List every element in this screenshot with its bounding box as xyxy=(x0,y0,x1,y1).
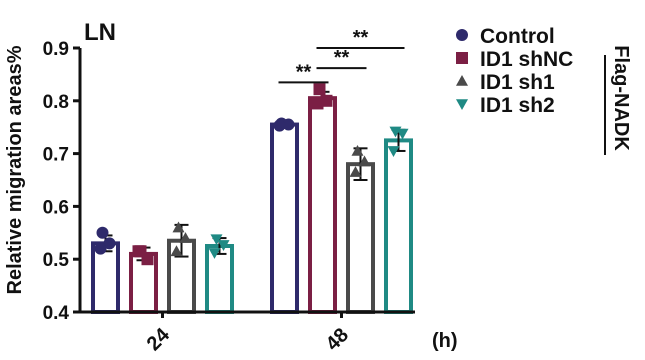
data-point xyxy=(217,240,230,251)
y-tick-label: 0.6 xyxy=(43,197,69,218)
data-point xyxy=(349,166,362,177)
data-point xyxy=(358,155,371,167)
legend-label: ID1 shNC xyxy=(480,48,573,71)
data-point xyxy=(172,221,185,233)
x-tick-label: 48 xyxy=(322,324,353,355)
plot-area: ****** xyxy=(91,27,413,314)
data-point xyxy=(396,128,409,140)
data-point xyxy=(208,248,221,259)
x-tick-label: 24 xyxy=(143,323,175,355)
legend-label: Control xyxy=(480,25,555,48)
legend-marker xyxy=(456,99,468,110)
panel-label: LN xyxy=(84,19,116,46)
data-point xyxy=(313,83,326,96)
data-point xyxy=(210,234,223,246)
legend-label: ID1 sh1 xyxy=(480,71,555,94)
data-point xyxy=(387,146,400,157)
data-point xyxy=(311,97,324,110)
x-axis-unit: (h) xyxy=(432,330,458,352)
data-point xyxy=(170,245,183,257)
data-point xyxy=(179,232,192,243)
data-point xyxy=(103,237,116,250)
bar xyxy=(205,244,234,314)
legend-label: ID1 sh2 xyxy=(480,94,555,117)
significance-label: ** xyxy=(353,27,369,49)
y-tick-label: 0.5 xyxy=(43,250,70,271)
y-tick-label: 0.8 xyxy=(43,92,69,113)
data-point xyxy=(282,118,295,131)
bar xyxy=(346,162,375,314)
legend-marker xyxy=(456,52,468,64)
y-tick-label: 0.7 xyxy=(43,145,69,166)
legend-marker xyxy=(456,75,468,86)
significance-label: ** xyxy=(334,47,350,69)
y-tick-label: 0.9 xyxy=(43,39,69,60)
bar xyxy=(91,241,120,314)
y-axis-label: Relative migration areas% xyxy=(4,45,26,294)
legend-group-label: Flag-NADK xyxy=(610,45,632,151)
bar xyxy=(270,122,299,314)
bar xyxy=(384,138,413,314)
significance-label: ** xyxy=(296,61,312,83)
legend-marker xyxy=(456,29,468,41)
bar xyxy=(308,96,337,314)
axes: 0.4 0.5 0.6 0.7 0.8 0.9 24 48 xyxy=(43,39,415,355)
y-tick-label: 0.4 xyxy=(43,303,70,324)
data-point xyxy=(96,226,109,239)
data-point xyxy=(94,242,107,255)
data-point xyxy=(132,245,145,258)
data-point xyxy=(273,119,286,132)
data-point xyxy=(351,144,364,156)
